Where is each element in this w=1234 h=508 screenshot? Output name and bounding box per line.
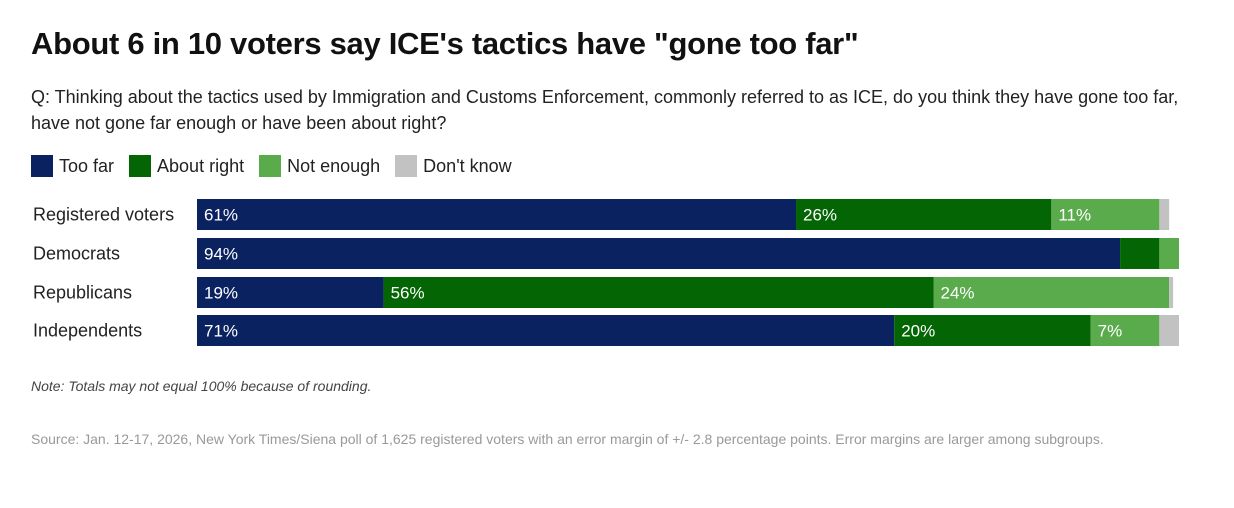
bar-republicans-don-t-know bbox=[1169, 277, 1174, 308]
legend-item-dont-know: Don't know bbox=[395, 155, 512, 177]
chart-title: About 6 in 10 voters say ICE's tactics h… bbox=[31, 26, 859, 61]
chart-note: Note: Totals may not equal 100% because … bbox=[31, 378, 372, 394]
bar-registered-voters-not-enough bbox=[1051, 199, 1160, 230]
bar-republicans-about-right bbox=[383, 277, 934, 308]
bar-independents-not-enough bbox=[1090, 315, 1160, 346]
legend-swatch-about-right bbox=[129, 155, 152, 177]
legend-item-not-enough: Not enough bbox=[259, 155, 380, 177]
legend-item-about-right: About right bbox=[129, 155, 244, 177]
legend: Too far About right Not enough Don't kno… bbox=[31, 154, 527, 178]
legend-label-not-enough: Not enough bbox=[287, 155, 381, 176]
data-label-democrats-too-far: 94% bbox=[204, 245, 238, 264]
bar-registered-voters-about-right bbox=[796, 199, 1052, 230]
data-label-independents-too-far: 71% bbox=[204, 322, 238, 341]
legend-swatch-dont-know bbox=[395, 155, 418, 177]
bar-democrats-about-right bbox=[1120, 238, 1160, 269]
legend-label-dont-know: Don't know bbox=[423, 155, 512, 176]
category-label-registered-voters: Registered voters bbox=[33, 205, 174, 225]
legend-swatch-not-enough bbox=[259, 155, 282, 177]
bar-republicans-not-enough bbox=[933, 277, 1170, 308]
bar-independents-too-far bbox=[197, 315, 895, 346]
legend-label-too-far: Too far bbox=[59, 155, 115, 176]
category-label-republicans: Republicans bbox=[33, 283, 132, 303]
data-label-registered-voters-about-right: 26% bbox=[803, 206, 837, 225]
bar-registered-voters-too-far bbox=[197, 199, 797, 230]
bar-registered-voters-don-t-know bbox=[1159, 199, 1170, 230]
legend-swatch-too-far bbox=[31, 155, 53, 177]
data-label-independents-about-right: 20% bbox=[901, 322, 935, 341]
data-label-registered-voters-not-enough: 11% bbox=[1058, 206, 1091, 225]
data-label-republicans-not-enough: 24% bbox=[941, 284, 975, 303]
bar-independents-don-t-know bbox=[1159, 315, 1179, 346]
bar-democrats-not-enough bbox=[1159, 238, 1179, 269]
bar-independents-about-right bbox=[894, 315, 1091, 346]
legend-label-about-right: About right bbox=[157, 155, 245, 176]
data-label-independents-not-enough: 7% bbox=[1098, 322, 1123, 341]
data-label-registered-voters-too-far: 61% bbox=[204, 206, 238, 225]
bar-democrats-too-far bbox=[197, 238, 1121, 269]
category-label-democrats: Democrats bbox=[33, 244, 120, 264]
chart-source: Source: Jan. 12-17, 2026, New York Times… bbox=[31, 431, 1104, 447]
legend-item-too-far: Too far bbox=[31, 155, 114, 177]
category-label-independents: Independents bbox=[33, 321, 142, 341]
bar-republicans-too-far bbox=[197, 277, 384, 308]
data-label-republicans-too-far: 19% bbox=[204, 284, 238, 303]
chart-subtitle: Q: Thinking about the tactics used by Im… bbox=[31, 87, 1179, 133]
data-label-republicans-about-right: 56% bbox=[391, 284, 425, 303]
